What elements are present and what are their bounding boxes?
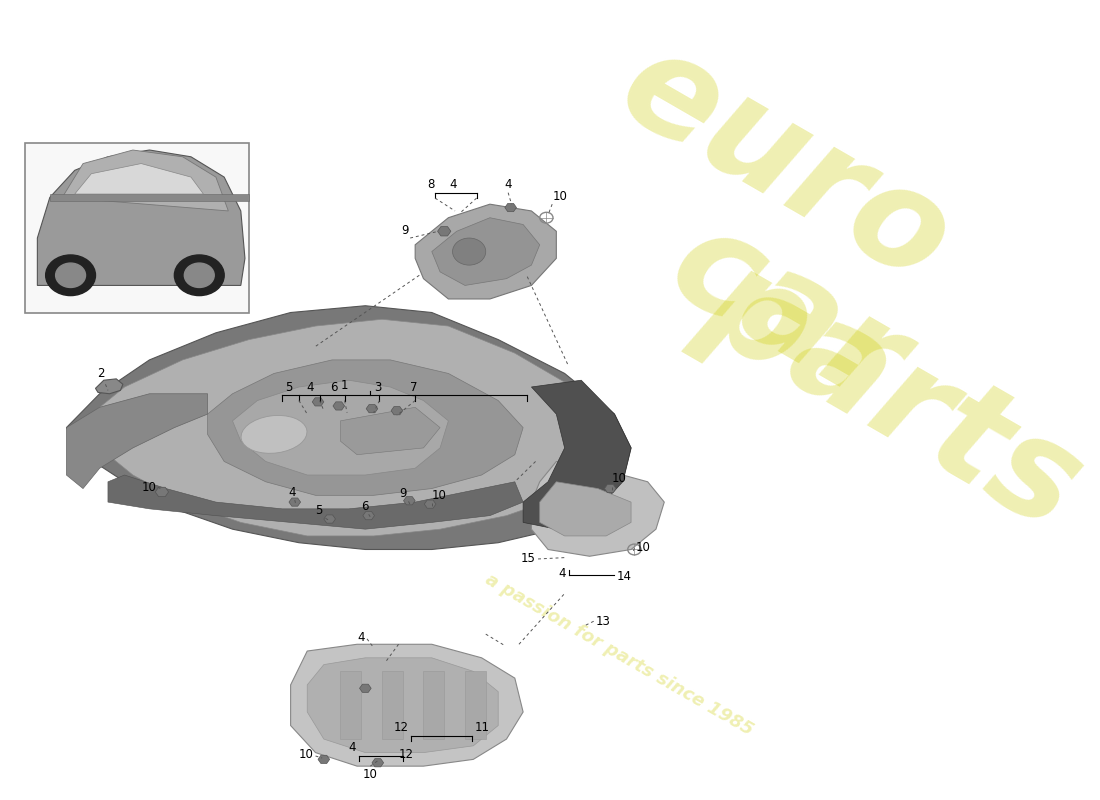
Ellipse shape (452, 238, 486, 265)
Bar (25, 143, 249, 313)
Text: 9: 9 (399, 487, 407, 500)
Polygon shape (540, 482, 631, 536)
Text: 10: 10 (612, 472, 627, 485)
Text: 9: 9 (402, 224, 408, 237)
Circle shape (56, 263, 86, 287)
Ellipse shape (241, 415, 307, 454)
Polygon shape (524, 380, 631, 529)
Polygon shape (318, 755, 330, 763)
Text: 3: 3 (374, 381, 382, 394)
Polygon shape (333, 402, 344, 410)
Text: 13: 13 (595, 614, 610, 628)
Polygon shape (289, 498, 300, 506)
Text: 11: 11 (475, 721, 490, 734)
Polygon shape (50, 194, 249, 201)
Polygon shape (208, 360, 524, 495)
Circle shape (46, 255, 96, 295)
Text: car: car (648, 195, 927, 434)
Text: a passion for parts since 1985: a passion for parts since 1985 (482, 570, 756, 739)
Polygon shape (96, 379, 123, 394)
Polygon shape (37, 150, 245, 286)
Text: euro: euro (597, 17, 975, 313)
Polygon shape (63, 150, 229, 211)
Polygon shape (438, 226, 451, 236)
Polygon shape (392, 406, 403, 414)
Text: 6: 6 (330, 381, 338, 394)
Text: 8: 8 (427, 178, 434, 190)
Polygon shape (340, 407, 440, 454)
Polygon shape (382, 671, 403, 739)
Polygon shape (363, 511, 374, 520)
Text: 14: 14 (617, 570, 631, 583)
Polygon shape (307, 658, 498, 753)
Polygon shape (360, 684, 371, 692)
Text: 5: 5 (285, 381, 293, 394)
Text: 12: 12 (398, 748, 414, 761)
Text: 10: 10 (299, 748, 314, 761)
Text: 10: 10 (552, 190, 567, 203)
Text: 10: 10 (141, 481, 156, 494)
Text: 4: 4 (348, 741, 355, 754)
Text: 4: 4 (559, 566, 566, 580)
Text: 5: 5 (315, 504, 322, 517)
Polygon shape (75, 163, 204, 194)
Polygon shape (432, 218, 540, 286)
Text: 10: 10 (432, 489, 447, 502)
Text: 7: 7 (410, 381, 417, 394)
Text: parts: parts (681, 234, 1100, 556)
Text: 15: 15 (520, 553, 536, 566)
Polygon shape (232, 380, 449, 475)
Text: 2: 2 (98, 367, 106, 380)
Polygon shape (66, 394, 208, 489)
Polygon shape (465, 671, 486, 739)
Polygon shape (531, 462, 664, 556)
Circle shape (175, 255, 224, 295)
Polygon shape (425, 500, 436, 508)
Polygon shape (340, 671, 361, 739)
Polygon shape (415, 204, 557, 299)
Polygon shape (82, 319, 615, 536)
Polygon shape (366, 405, 377, 413)
Text: 6: 6 (362, 500, 370, 513)
Polygon shape (424, 671, 444, 739)
Polygon shape (323, 515, 336, 523)
Text: 10: 10 (636, 541, 651, 554)
Polygon shape (605, 485, 616, 493)
Polygon shape (505, 203, 517, 212)
Polygon shape (108, 475, 524, 529)
Polygon shape (66, 306, 631, 550)
Polygon shape (155, 487, 168, 497)
Text: 4: 4 (450, 178, 458, 190)
Text: 10: 10 (363, 767, 377, 781)
Text: 4: 4 (307, 381, 315, 394)
Circle shape (185, 263, 214, 287)
Polygon shape (290, 644, 524, 766)
Polygon shape (372, 758, 384, 767)
Text: 4: 4 (288, 486, 296, 498)
Text: 4: 4 (358, 631, 365, 644)
Text: 12: 12 (394, 721, 408, 734)
Polygon shape (404, 497, 415, 505)
Polygon shape (312, 398, 323, 406)
Text: 4: 4 (505, 178, 512, 190)
Text: 1: 1 (341, 379, 349, 393)
